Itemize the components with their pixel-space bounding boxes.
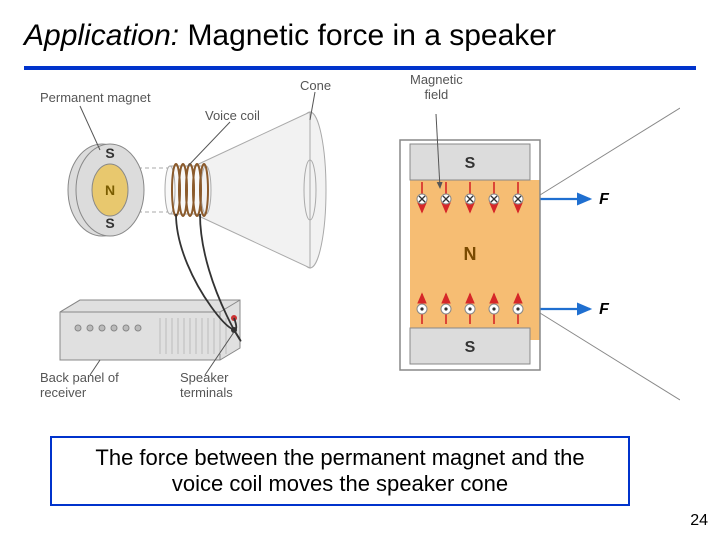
caption-box: The force between the permanent magnet a… xyxy=(50,436,630,506)
title-rest: Magnetic force in a speaker xyxy=(179,19,556,52)
title-italic: Application: xyxy=(24,19,179,52)
label-permanent-magnet: Permanent magnet xyxy=(40,90,151,105)
label-magnetic-field: Magnetic field xyxy=(410,72,463,102)
slide-title: Application: Magnetic force in a speaker xyxy=(24,19,556,53)
svg-text:F: F xyxy=(599,301,610,318)
label-voice-coil: Voice coil xyxy=(205,108,260,123)
page-number: 24 xyxy=(690,512,708,530)
svg-text:S: S xyxy=(105,145,114,161)
title-box: Application: Magnetic force in a speaker xyxy=(24,6,696,70)
speaker-diagram-svg: S N S S N S F F xyxy=(40,90,680,410)
svg-text:S: S xyxy=(465,339,476,356)
caption-text: The force between the permanent magnet a… xyxy=(68,445,612,497)
label-back-panel: Back panel of receiver xyxy=(40,370,119,400)
svg-text:N: N xyxy=(105,182,115,198)
svg-text:S: S xyxy=(465,155,476,172)
svg-text:F: F xyxy=(599,191,610,208)
svg-text:N: N xyxy=(464,244,477,264)
svg-text:S: S xyxy=(105,215,114,231)
label-speaker-terminals: Speaker terminals xyxy=(180,370,233,400)
label-cone: Cone xyxy=(300,78,331,93)
diagram-area: SNSSNSFF Permanent magnet Voice coil Con… xyxy=(40,90,680,410)
